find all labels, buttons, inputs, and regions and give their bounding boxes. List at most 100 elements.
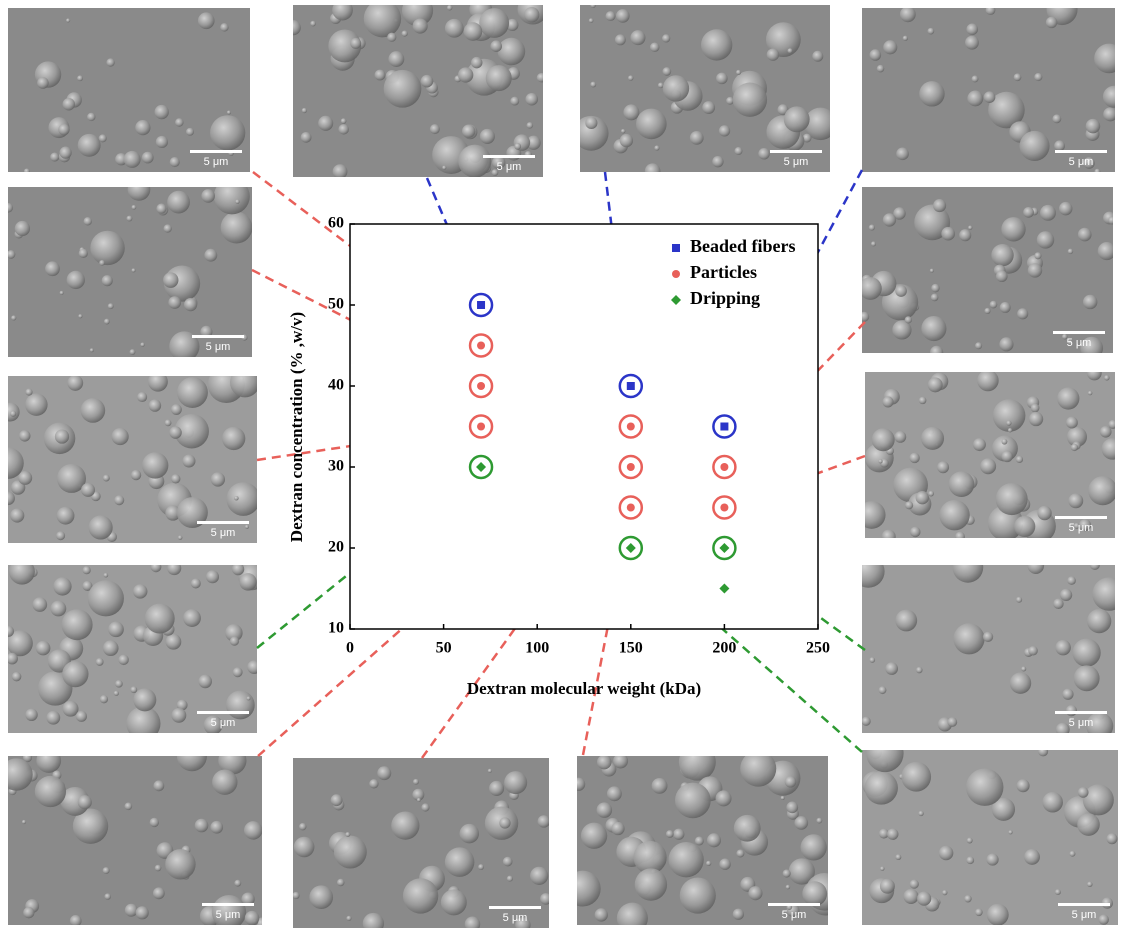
highlight-ring <box>712 414 737 439</box>
particle <box>464 916 481 928</box>
particle <box>67 376 84 391</box>
particle <box>101 275 113 287</box>
micrograph-content <box>577 756 828 925</box>
particle <box>141 151 154 164</box>
particle <box>1027 263 1043 278</box>
micrograph-content <box>865 372 1115 538</box>
particle <box>715 790 732 807</box>
particle <box>959 229 972 242</box>
particle <box>497 37 526 66</box>
particle <box>916 666 923 674</box>
particle <box>387 32 397 42</box>
particle <box>953 623 985 655</box>
particle <box>118 654 129 666</box>
particle <box>19 430 31 442</box>
particle <box>673 828 685 840</box>
micrograph: 5 μm <box>8 756 262 925</box>
particle <box>66 270 85 290</box>
particle <box>930 293 939 302</box>
particle <box>614 34 626 46</box>
particle <box>942 889 948 896</box>
particle <box>25 708 38 722</box>
particle <box>706 833 722 848</box>
particle <box>212 769 238 795</box>
legend-label: Particles <box>690 262 757 282</box>
particle <box>812 50 824 62</box>
particle <box>369 779 379 789</box>
scale-bar-label: 5 μm <box>1072 909 1097 921</box>
particle <box>8 652 18 665</box>
particle <box>678 756 716 781</box>
particle <box>1065 416 1078 429</box>
particle <box>1028 645 1038 656</box>
particle <box>62 97 76 111</box>
particle <box>966 837 973 844</box>
particle <box>309 885 334 910</box>
particle <box>57 463 86 493</box>
particle <box>904 316 912 324</box>
particle <box>1108 419 1115 429</box>
scale-bar <box>192 335 244 338</box>
particle <box>999 337 1014 352</box>
particle <box>391 811 420 840</box>
micrograph-content <box>8 565 257 733</box>
highlight-ring <box>468 292 494 318</box>
particle <box>794 816 809 830</box>
particle <box>594 908 608 922</box>
scale-bar-label: 5 μm <box>497 161 522 173</box>
particle <box>102 474 110 482</box>
particle <box>679 877 716 914</box>
particle <box>662 67 672 76</box>
particle <box>980 458 997 475</box>
particle <box>1014 515 1036 538</box>
particle <box>866 750 904 773</box>
particle <box>89 348 94 353</box>
particle <box>1067 248 1074 255</box>
scale-bar-label: 5 μm <box>1069 522 1094 534</box>
particle <box>702 101 716 114</box>
particle <box>1059 201 1073 216</box>
particle <box>909 879 919 889</box>
micrograph-bg <box>862 565 1115 733</box>
scale-bar <box>1055 711 1107 714</box>
particle <box>182 454 196 468</box>
particle <box>177 377 208 408</box>
particle <box>412 778 419 785</box>
particle <box>75 710 87 722</box>
particle <box>630 30 646 46</box>
particle <box>293 836 315 858</box>
particle <box>910 526 921 538</box>
particle <box>133 584 148 599</box>
particle <box>694 836 704 846</box>
particle <box>991 797 1016 821</box>
particle <box>616 902 648 925</box>
particle <box>881 529 896 538</box>
particle <box>87 112 96 122</box>
scale-bar-label: 5 μm <box>1067 337 1092 349</box>
micrograph-bg <box>8 187 252 357</box>
y-tick-label: 40 <box>328 377 344 394</box>
particle <box>479 8 510 38</box>
particle <box>66 18 71 23</box>
particle <box>203 715 223 733</box>
particle <box>665 830 674 838</box>
particle <box>1009 672 1032 694</box>
y-tick-label: 30 <box>328 458 344 475</box>
particle <box>1066 426 1088 447</box>
scale-bar <box>197 521 249 524</box>
particle <box>918 810 924 817</box>
particle <box>1082 784 1114 816</box>
particle <box>726 96 734 105</box>
particle <box>1001 217 1026 242</box>
particle <box>1086 712 1114 733</box>
particle <box>662 75 690 102</box>
particle <box>783 106 810 133</box>
particle <box>1077 813 1100 836</box>
particle <box>1062 688 1074 700</box>
particle <box>1069 850 1076 857</box>
particle <box>123 150 141 168</box>
particle <box>972 438 986 452</box>
scale-bar-label: 5 μm <box>211 527 236 539</box>
particle <box>165 633 182 650</box>
particle <box>758 148 770 160</box>
